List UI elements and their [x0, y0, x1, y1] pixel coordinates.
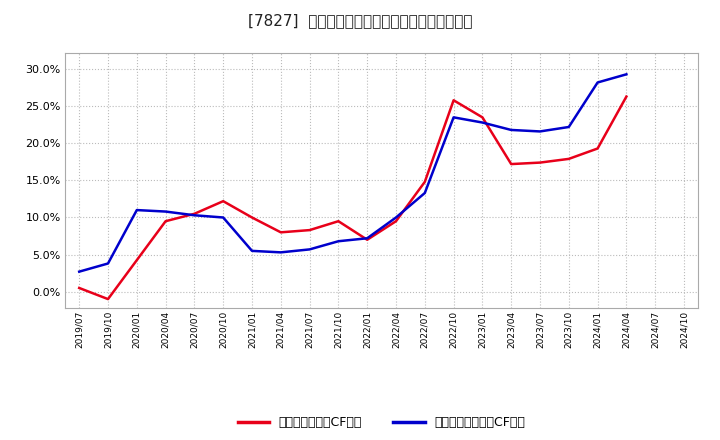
Legend: 有利子負債営業CF比率, 有利子負債フリーCF比率: 有利子負債営業CF比率, 有利子負債フリーCF比率 — [233, 411, 531, 434]
Text: [7827]  有利子負債キャッシュフロー比率の推移: [7827] 有利子負債キャッシュフロー比率の推移 — [248, 13, 472, 28]
